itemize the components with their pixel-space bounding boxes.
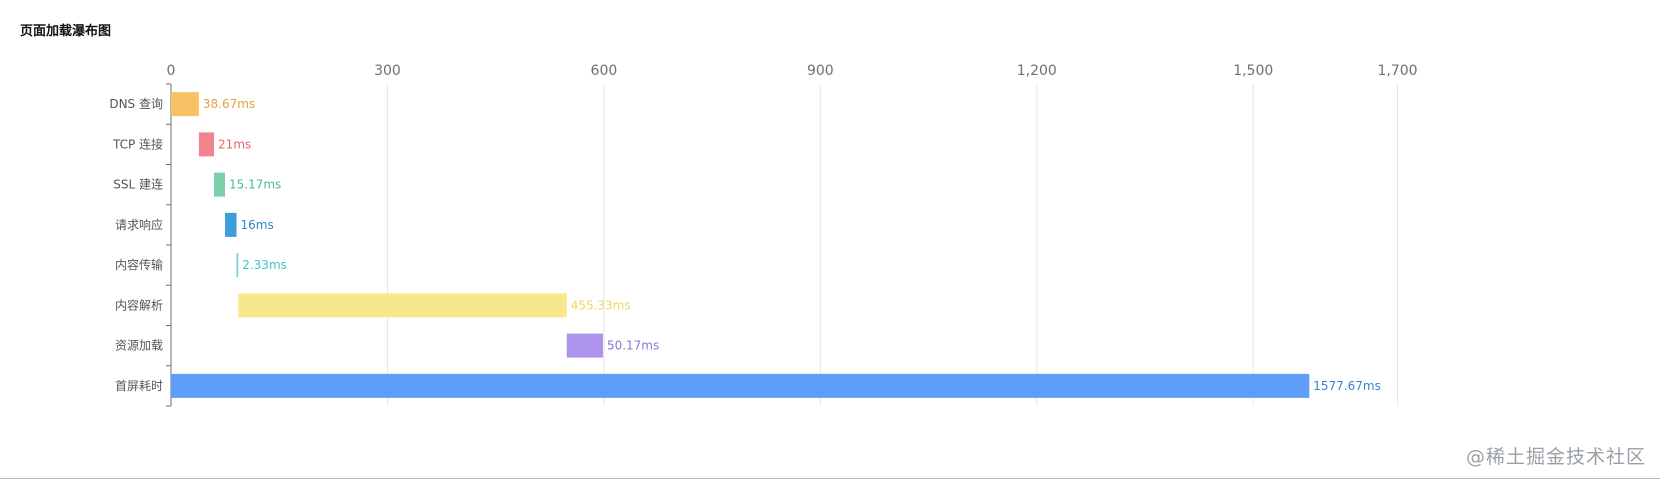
data-label: 16ms	[241, 218, 274, 232]
category-label: DNS 查询	[109, 97, 163, 111]
category-label: 内容传输	[115, 257, 163, 272]
bar	[224, 212, 237, 237]
x-tick-label: 600	[591, 63, 618, 79]
category-label: TCP 连接	[112, 136, 163, 151]
bottom-divider	[0, 478, 1660, 479]
x-tick-label: 1,700	[1378, 63, 1418, 79]
category-label: 首屏耗时	[115, 379, 163, 393]
watermark: @稀土掘金技术社区	[1465, 446, 1646, 468]
x-tick-label: 0	[167, 63, 176, 79]
data-label: 38.67ms	[203, 97, 255, 111]
category-label: 内容解析	[115, 297, 163, 312]
x-tick-label: 900	[807, 63, 834, 79]
data-label: 2.33ms	[242, 258, 287, 272]
category-label: 资源加载	[115, 339, 163, 353]
bar	[566, 333, 603, 358]
x-tick-label: 1,200	[1017, 63, 1057, 79]
bar	[171, 92, 199, 117]
category-label: 请求响应	[115, 217, 163, 232]
data-label: 1577.67ms	[1313, 379, 1381, 393]
bar	[214, 172, 225, 197]
data-label: 50.17ms	[607, 339, 659, 353]
bar	[236, 253, 239, 278]
x-tick-label: 1,500	[1233, 63, 1273, 79]
x-tick-label: 300	[374, 63, 401, 79]
chart-title: 页面加载瀑布图	[20, 24, 112, 39]
data-label: 21ms	[218, 137, 251, 151]
data-label: 15.17ms	[229, 178, 281, 192]
category-label: SSL 建连	[113, 177, 163, 192]
data-label: 455.33ms	[571, 298, 631, 312]
bar	[198, 132, 215, 157]
bar	[238, 293, 567, 318]
bar	[171, 373, 1310, 398]
